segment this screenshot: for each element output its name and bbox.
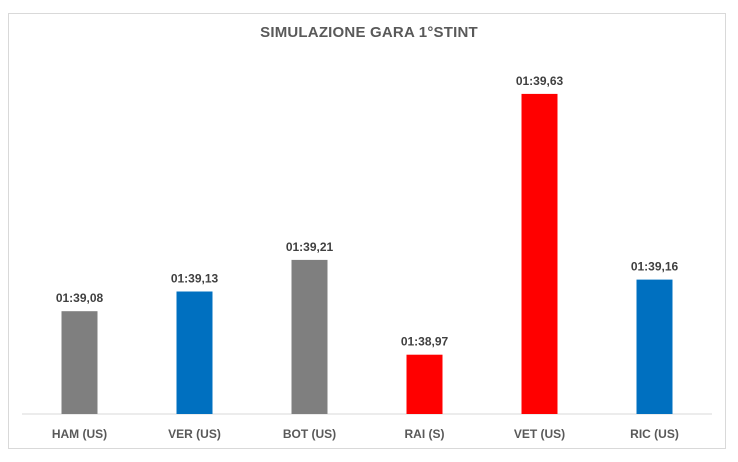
bar-1 — [176, 291, 213, 414]
category-label-4: VET (US) — [514, 427, 565, 441]
data-label-5: 01:39,16 — [631, 260, 679, 274]
chart-frame — [8, 13, 726, 449]
data-label-2: 01:39,21 — [286, 240, 334, 254]
category-label-0: HAM (US) — [52, 427, 107, 441]
category-label-3: RAI (S) — [405, 427, 445, 441]
bar-2 — [291, 259, 328, 414]
bar-4 — [521, 93, 558, 415]
chart-title: SIMULAZIONE GARA 1°STINT — [260, 24, 478, 41]
bar-3 — [406, 354, 443, 414]
category-label-1: VER (US) — [168, 427, 221, 441]
bar-5 — [636, 279, 673, 414]
data-labels-group: 01:39,08 01:39,13 01:39,21 01:38,97 01:39,63… — [56, 74, 679, 349]
bars-group — [61, 93, 673, 415]
data-label-3: 01:38,97 — [401, 335, 449, 349]
bar-0 — [61, 311, 98, 414]
data-label-0: 01:39,08 — [56, 291, 104, 305]
data-label-4: 01:39,63 — [516, 74, 564, 88]
category-labels-group: HAM (US) VER (US) BOT (US) RAI (S) VET (US) R… — [52, 427, 679, 441]
category-label-2: BOT (US) — [283, 427, 336, 441]
category-label-5: RIC (US) — [630, 427, 679, 441]
data-label-1: 01:39,13 — [171, 272, 219, 286]
